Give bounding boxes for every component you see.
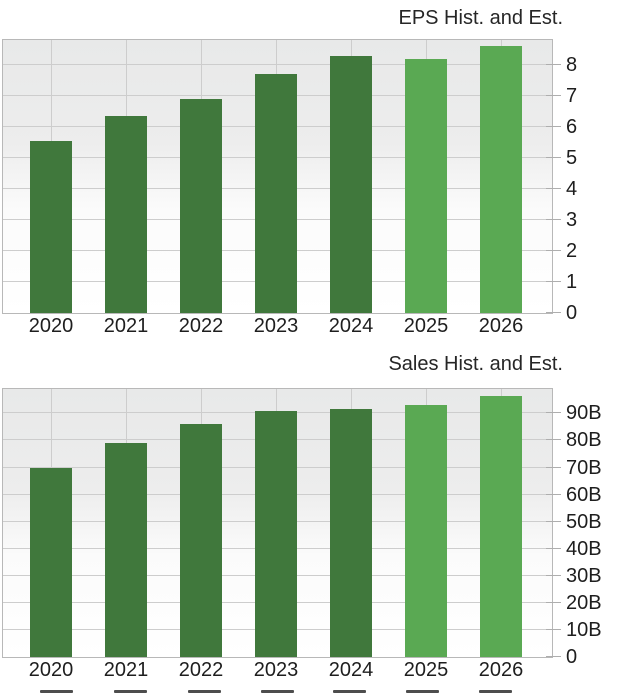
y-axis-tick-label: 3 <box>566 208 578 231</box>
sales-chart-title: Sales Hist. and Est. <box>388 353 563 375</box>
x-axis-label-2022: 2022 <box>178 315 224 337</box>
estimate-bar-2025 <box>405 405 447 657</box>
y-axis-tick <box>546 125 561 127</box>
historical-bar-2021 <box>105 443 147 657</box>
y-axis-tick <box>546 547 561 549</box>
y-axis-tick-label: 0 <box>566 302 578 324</box>
y-axis-tick <box>546 439 561 441</box>
historical-bar-2023 <box>255 410 297 657</box>
historical-bar-2020 <box>30 140 72 313</box>
x-axis-label-2024: 2024 <box>328 659 374 681</box>
historical-bar-2022 <box>180 98 222 313</box>
x-axis-label-2023: 2023 <box>253 659 299 681</box>
y-axis-tick-label: 6 <box>566 115 578 138</box>
historical-bar-2021 <box>105 116 147 313</box>
y-axis-tick-label: 40B <box>566 537 602 560</box>
y-axis-tick <box>546 156 561 158</box>
y-axis-tick-label: 1 <box>566 270 578 293</box>
cutoff-text-mark <box>261 690 294 693</box>
x-axis-label-2021: 2021 <box>103 315 149 337</box>
y-axis-tick <box>546 312 561 313</box>
cutoff-text-mark <box>406 690 439 693</box>
x-axis-label-2022: 2022 <box>178 659 224 681</box>
historical-bar-2024 <box>330 409 372 657</box>
y-axis-tick <box>546 94 561 96</box>
horizontal-gridline <box>3 63 552 65</box>
y-axis-tick <box>546 493 561 495</box>
y-axis-tick-label: 90B <box>566 402 602 425</box>
estimate-bar-2025 <box>405 58 447 313</box>
x-axis-label-2026: 2026 <box>478 315 524 337</box>
estimate-bar-2026 <box>480 46 522 313</box>
y-axis-tick <box>546 280 561 282</box>
historical-bar-2023 <box>255 74 297 313</box>
y-axis-tick-label: 4 <box>566 177 578 200</box>
y-axis-tick-label: 0 <box>566 646 578 668</box>
y-axis-tick-label: 50B <box>566 510 602 533</box>
x-axis-label-2020: 2020 <box>28 315 74 337</box>
cutoff-text-mark <box>479 690 512 693</box>
y-axis-tick-label: 5 <box>566 146 578 169</box>
x-axis-label-2021: 2021 <box>103 659 149 681</box>
x-axis-label-2020: 2020 <box>28 659 74 681</box>
historical-bar-2020 <box>30 467 72 657</box>
eps-chart-plot-area: 0 1 2 3 4 5 6 7 8 <box>2 39 577 323</box>
y-axis-tick-label: 30B <box>566 564 602 587</box>
x-axis-label-2024: 2024 <box>328 315 374 337</box>
y-axis-tick <box>546 656 561 657</box>
y-axis-tick <box>546 218 561 220</box>
cutoff-text-mark <box>40 690 73 693</box>
historical-bar-2024 <box>330 55 372 313</box>
cutoff-text-mark <box>188 690 221 693</box>
y-axis-tick-label: 60B <box>566 483 602 506</box>
y-axis-tick <box>546 601 561 603</box>
y-axis-tick <box>546 628 561 630</box>
x-axis-label-2023: 2023 <box>253 315 299 337</box>
cutoff-text-mark <box>333 690 366 693</box>
y-axis-tick-label: 8 <box>566 53 578 76</box>
y-axis-tick-label: 2 <box>566 239 578 262</box>
historical-bar-2022 <box>180 424 222 657</box>
y-axis-tick-label: 10B <box>566 618 602 641</box>
x-axis-label-2025: 2025 <box>403 659 449 681</box>
y-axis-tick-label: 7 <box>566 84 578 107</box>
y-axis-tick <box>546 63 561 65</box>
y-axis-tick-label: 70B <box>566 456 602 479</box>
y-axis-tick <box>546 466 561 468</box>
y-axis-tick-label: 80B <box>566 429 602 452</box>
y-axis-tick <box>546 412 561 414</box>
x-axis-label-2026: 2026 <box>478 659 524 681</box>
cutoff-text-mark <box>114 690 147 693</box>
sales-chart-plot-area: 0 10B 20B 30B 40B 50B 60B 70B 80B 90B <box>2 388 602 667</box>
estimate-bar-2026 <box>480 395 522 657</box>
y-axis-tick <box>546 249 561 251</box>
x-axis-label-2025: 2025 <box>403 315 449 337</box>
y-axis-tick <box>546 187 561 189</box>
eps-chart-title: EPS Hist. and Est. <box>398 7 563 29</box>
y-axis-tick <box>546 520 561 522</box>
y-axis-tick-label: 20B <box>566 591 602 614</box>
y-axis-tick <box>546 574 561 576</box>
